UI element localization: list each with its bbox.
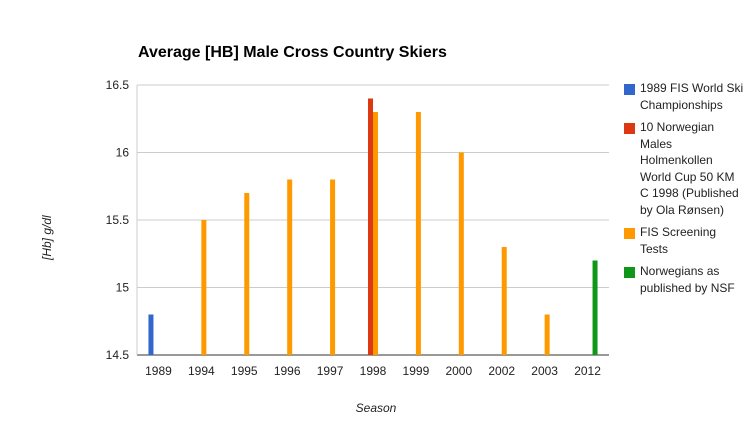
bar: [368, 98, 373, 355]
x-tick-label: 2000: [445, 364, 472, 378]
legend-swatch: [624, 123, 635, 134]
legend-label: Norwegians as published by NSF: [640, 264, 735, 295]
legend-label: FIS Screening Tests: [640, 225, 717, 256]
legend-swatch: [624, 267, 635, 278]
x-axis-label: Season: [355, 401, 397, 415]
x-tick-label: 1997: [317, 364, 344, 378]
y-tick-label: 15.5: [106, 213, 130, 227]
bar: [330, 179, 336, 355]
bar: [373, 112, 378, 355]
legend: 1989 FIS World Ski Championships 10 Norwe…: [624, 80, 746, 302]
y-tick-label: 15: [116, 281, 130, 295]
bar: [287, 179, 293, 355]
y-tick-label: 16.5: [106, 78, 130, 92]
bar: [244, 193, 250, 355]
x-tick-label: 2003: [531, 364, 558, 378]
x-tick-label: 1999: [403, 364, 430, 378]
x-tick-label: 1994: [188, 364, 215, 378]
bar: [201, 220, 207, 355]
x-tick-label: 1996: [274, 364, 301, 378]
bar: [501, 247, 507, 355]
legend-item: FIS Screening Tests: [624, 224, 746, 257]
x-tick-label: 1995: [231, 364, 258, 378]
x-tick-label: 1998: [360, 364, 387, 378]
legend-item: Norwegians as published by NSF: [624, 263, 746, 296]
legend-item: 1989 FIS World Ski Championships: [624, 80, 746, 113]
x-tick-label: 2012: [574, 364, 601, 378]
bar: [148, 314, 154, 355]
x-tick-label: 1989: [145, 364, 172, 378]
chart-title: Average [HB] Male Cross Country Skiers: [138, 44, 447, 61]
legend-item: 10 Norwegian Males Holmenkollen World Cu…: [624, 119, 746, 218]
bar: [458, 152, 464, 355]
legend-label: 10 Norwegian Males Holmenkollen World Cu…: [640, 120, 739, 217]
y-tick-label: 16: [116, 146, 130, 160]
legend-label: 1989 FIS World Ski Championships: [640, 81, 744, 112]
bar: [544, 314, 550, 355]
legend-swatch: [624, 228, 635, 239]
x-tick-label: 2002: [488, 364, 515, 378]
bar: [592, 260, 598, 355]
y-tick-label: 14.5: [106, 348, 130, 362]
legend-swatch: [624, 84, 635, 95]
y-axis-label: [Hb] g/dl: [40, 215, 54, 260]
bar: [415, 112, 421, 355]
